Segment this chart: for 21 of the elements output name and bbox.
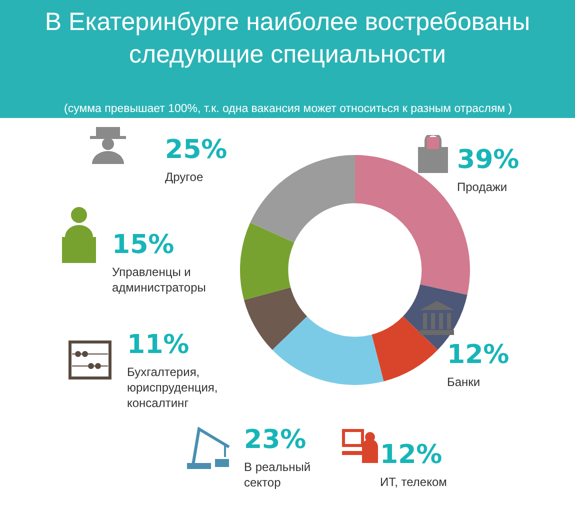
slice-label: Продажи bbox=[457, 180, 508, 194]
slice-label: Управленцы и администраторы bbox=[112, 265, 206, 295]
data-label: 12% bbox=[447, 340, 510, 370]
donut-slice bbox=[250, 155, 355, 243]
data-label: 39% bbox=[457, 145, 520, 175]
slice-label: Бухгалтерия, юриспруденция, консалтинг bbox=[127, 365, 218, 410]
slice-label: В реальный сектор bbox=[244, 460, 311, 490]
donut-slice bbox=[244, 287, 308, 350]
slice-label: Банки bbox=[447, 375, 480, 389]
slice-label: ИТ, телеком bbox=[380, 475, 447, 489]
chart-subtitle: (сумма превышает 100%, т.к. одна вакансия может относиться к разным отраслям ) bbox=[64, 103, 512, 115]
data-label: 25% bbox=[165, 135, 228, 165]
donut-slice bbox=[372, 316, 438, 382]
chart-title: В Екатеринбурге наиболее востребованы следующие специальности bbox=[44, 8, 530, 68]
donut-slice bbox=[240, 222, 294, 300]
data-label: 23% bbox=[244, 425, 306, 455]
donut-slice bbox=[272, 316, 384, 385]
data-label: 15% bbox=[112, 230, 174, 260]
slice-label: Другое bbox=[165, 170, 204, 184]
data-label: 11% bbox=[127, 330, 190, 360]
data-label: 12% bbox=[380, 440, 442, 470]
